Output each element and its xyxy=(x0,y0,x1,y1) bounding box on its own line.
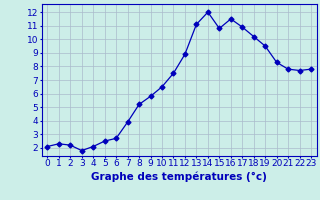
X-axis label: Graphe des températures (°c): Graphe des températures (°c) xyxy=(91,171,267,182)
